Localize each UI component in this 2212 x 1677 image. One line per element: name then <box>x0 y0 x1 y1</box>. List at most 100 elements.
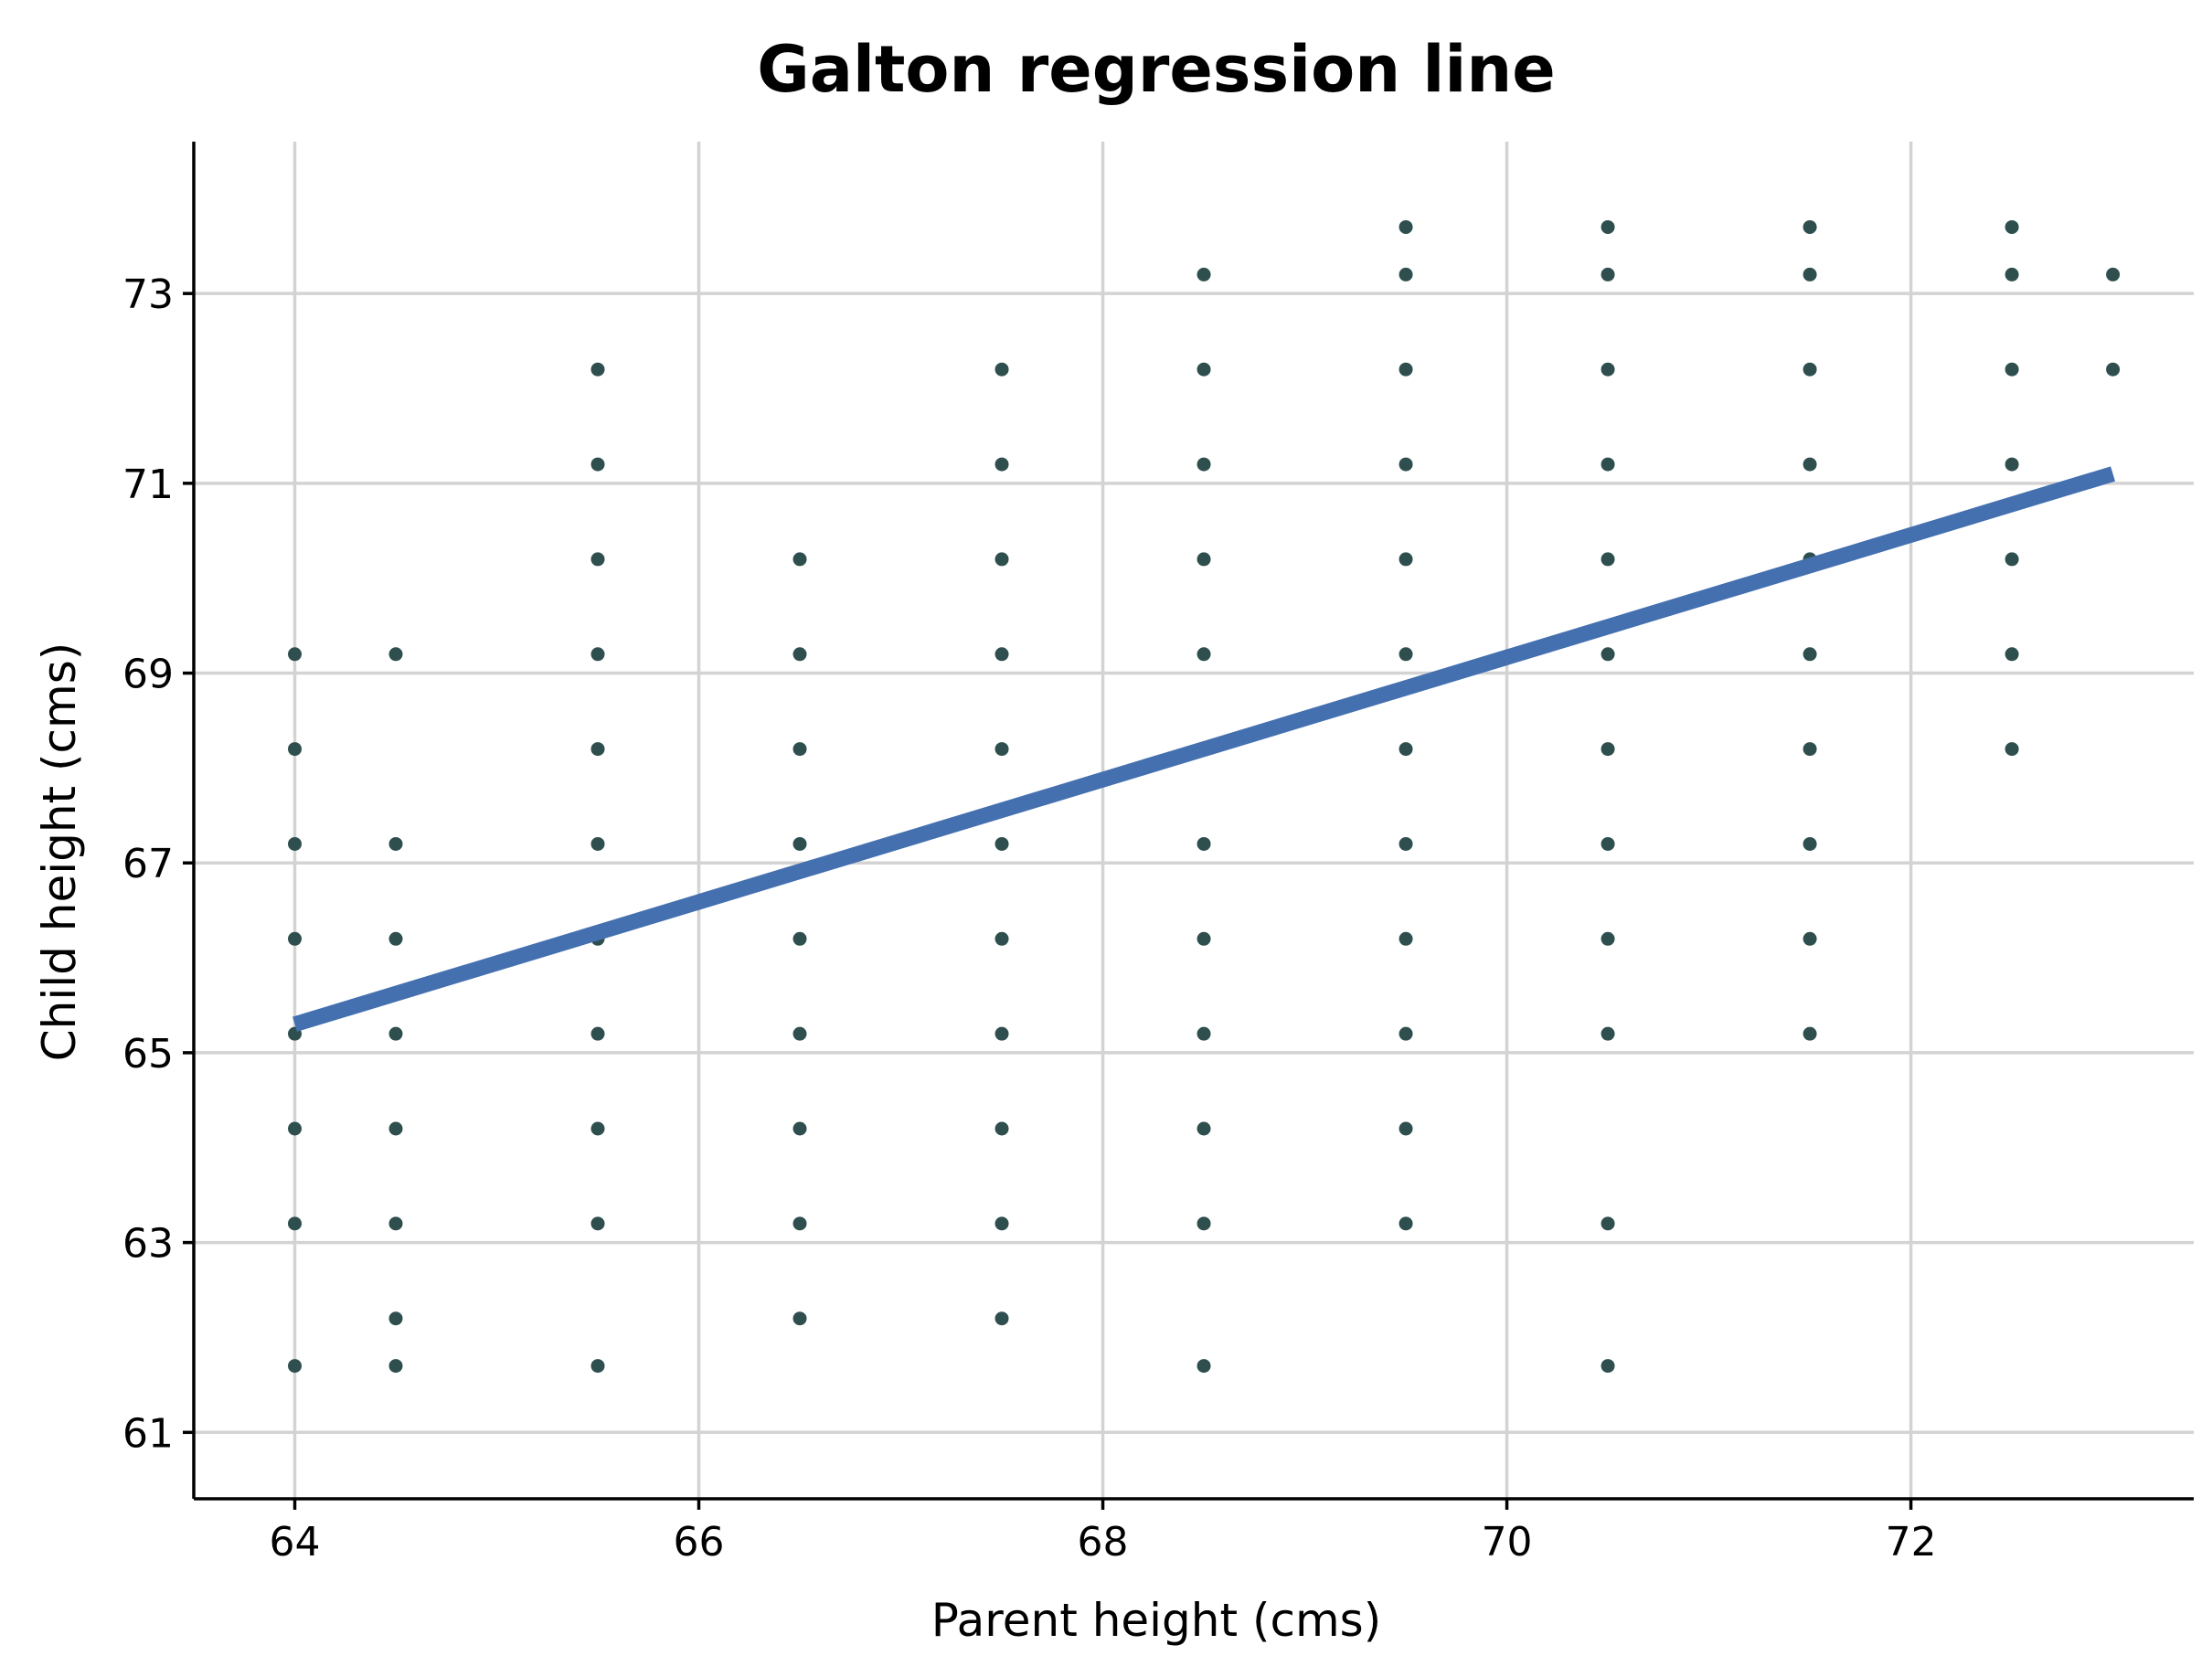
data-point <box>388 931 403 946</box>
data-point <box>1398 836 1413 851</box>
chart-title: Galton regression line <box>757 32 1555 107</box>
data-point <box>1398 1121 1413 1136</box>
y-tick-label: 65 <box>122 1031 174 1077</box>
data-point <box>1398 931 1413 946</box>
data-point <box>1196 836 1211 851</box>
data-point <box>1803 1026 1817 1041</box>
data-point <box>590 1359 605 1374</box>
data-point <box>1196 1216 1211 1231</box>
data-point <box>1398 219 1413 234</box>
data-point <box>1601 931 1615 946</box>
y-tick-label: 63 <box>122 1221 174 1268</box>
y-tick-label: 67 <box>122 841 174 887</box>
data-point <box>1803 836 1817 851</box>
data-point <box>792 647 807 662</box>
data-point <box>1398 552 1413 567</box>
data-point <box>994 1216 1009 1231</box>
data-point <box>388 1026 403 1041</box>
data-point <box>288 836 303 851</box>
data-point <box>388 1121 403 1136</box>
data-point <box>2005 552 2019 567</box>
data-point <box>1398 742 1413 757</box>
data-point <box>590 362 605 377</box>
data-point <box>792 836 807 851</box>
data-point <box>590 552 605 567</box>
data-point <box>1601 742 1615 757</box>
data-point <box>994 552 1009 567</box>
x-ticks: 64 66 68 70 72 <box>270 1499 1937 1566</box>
data-point <box>1196 1026 1211 1041</box>
x-tick-label: 72 <box>1886 1519 1937 1566</box>
regression-line-group <box>292 466 2116 1032</box>
data-points <box>288 219 2121 1374</box>
data-point <box>1196 457 1211 472</box>
data-point <box>1398 647 1413 662</box>
x-tick-label: 64 <box>270 1519 321 1566</box>
data-point <box>792 1026 807 1041</box>
data-point <box>994 362 1009 377</box>
data-point <box>1196 1121 1211 1136</box>
data-point <box>590 1121 605 1136</box>
data-point <box>590 1216 605 1231</box>
data-point <box>288 931 303 946</box>
data-point <box>792 1216 807 1231</box>
data-point <box>1601 362 1615 377</box>
data-point <box>2005 219 2019 234</box>
data-point <box>2005 267 2019 281</box>
x-tick-label: 68 <box>1078 1519 1129 1566</box>
x-tick-label: 66 <box>674 1519 725 1566</box>
data-point <box>1601 267 1615 281</box>
x-tick-label: 70 <box>1482 1519 1533 1566</box>
y-tick-label: 73 <box>122 271 174 318</box>
data-point <box>1196 931 1211 946</box>
data-point <box>2106 362 2121 377</box>
data-point <box>388 1311 403 1326</box>
data-point <box>1196 1359 1211 1374</box>
data-point <box>1398 1026 1413 1041</box>
data-point <box>1601 552 1615 567</box>
data-point <box>1803 742 1817 757</box>
data-point <box>288 1216 303 1231</box>
data-point <box>1196 267 1211 281</box>
data-point <box>590 647 605 662</box>
regression-line <box>292 466 2116 1032</box>
data-point <box>792 742 807 757</box>
data-point <box>994 836 1009 851</box>
data-point <box>994 1121 1009 1136</box>
data-point <box>1601 836 1615 851</box>
data-point <box>2005 647 2019 662</box>
data-point <box>1398 1216 1413 1231</box>
data-point <box>590 457 605 472</box>
data-point <box>994 931 1009 946</box>
data-point <box>1601 219 1615 234</box>
data-point <box>1398 457 1413 472</box>
data-point <box>388 1359 403 1374</box>
y-tick-label: 71 <box>122 462 174 508</box>
data-point <box>288 742 303 757</box>
data-point <box>1196 362 1211 377</box>
data-point <box>1601 457 1615 472</box>
data-point <box>1803 931 1817 946</box>
data-point <box>994 742 1009 757</box>
data-point <box>1803 362 1817 377</box>
data-point <box>1803 457 1817 472</box>
data-point <box>1803 267 1817 281</box>
y-axis-label: Child height (cms) <box>33 642 86 1062</box>
y-tick-label: 69 <box>122 652 174 698</box>
data-point <box>1601 1216 1615 1231</box>
data-point <box>2106 267 2121 281</box>
data-point <box>1803 647 1817 662</box>
data-point <box>1196 552 1211 567</box>
data-point <box>288 1359 303 1374</box>
data-point <box>994 1026 1009 1041</box>
data-point <box>1196 647 1211 662</box>
data-point <box>1601 1359 1615 1374</box>
data-point <box>792 931 807 946</box>
grid-lines <box>194 142 2194 1499</box>
data-point <box>1601 1026 1615 1041</box>
data-point <box>994 647 1009 662</box>
data-point <box>2005 362 2019 377</box>
data-point <box>1601 647 1615 662</box>
data-point <box>1803 219 1817 234</box>
